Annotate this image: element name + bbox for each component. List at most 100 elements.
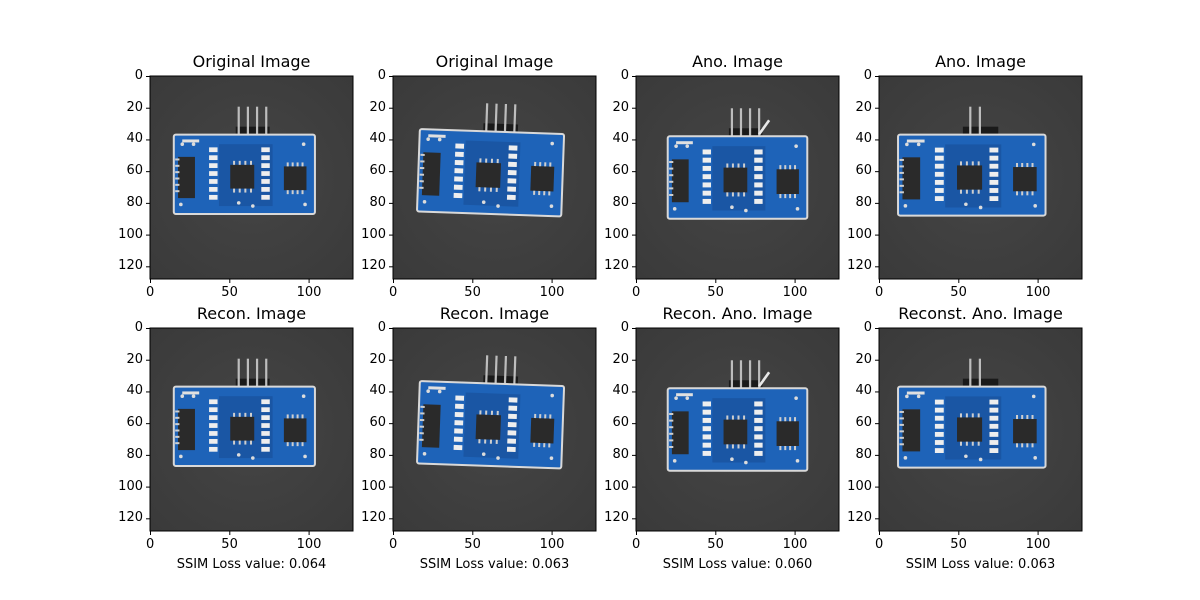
y-tick-label: 60 (612, 163, 629, 179)
y-tick-label: 120 (118, 510, 143, 526)
y-tick-label: 0 (620, 68, 629, 83)
x-tick-label: 0 (632, 285, 641, 300)
y-tick-label: 20 (126, 351, 143, 367)
x-tick-label: 100 (296, 537, 322, 552)
axes-frame (149, 327, 354, 532)
x-tick-label: 50 (464, 285, 481, 300)
image-panel (389, 327, 597, 535)
header-pins (235, 106, 270, 139)
panel-title: Reconst. Ano. Image (898, 304, 1063, 323)
y-tick-label: 20 (612, 99, 629, 115)
y-tick-label: 100 (118, 478, 143, 494)
axes-frame (878, 75, 1083, 280)
pcb-board (172, 106, 316, 215)
image-panel (875, 75, 1083, 283)
y-tick-label: 120 (118, 258, 143, 274)
axes-frame (392, 75, 597, 280)
ssim-loss-caption: SSIM Loss value: 0.064 (176, 557, 327, 572)
y-tick-label: 40 (612, 383, 629, 399)
x-tick-label: 100 (782, 285, 808, 300)
y-tick-label: 100 (847, 478, 872, 494)
pcb-board (172, 358, 316, 467)
x-tick-label: 50 (950, 537, 967, 552)
y-tick-label: 80 (855, 446, 872, 462)
x-tick-label: 50 (221, 537, 238, 552)
x-tick-label: 0 (875, 537, 884, 552)
y-tick-label: 120 (604, 258, 629, 274)
image-panel (389, 75, 597, 283)
y-tick-label: 0 (863, 320, 872, 335)
x-tick-label: 0 (875, 285, 884, 300)
x-tick-label: 50 (707, 285, 724, 300)
x-tick-label: 0 (146, 285, 155, 300)
panel-title: Ano. Image (692, 52, 783, 71)
y-tick-label: 120 (847, 258, 872, 274)
y-tick-label: 40 (855, 131, 872, 147)
panel-title: Ano. Image (935, 52, 1026, 71)
image-panel (632, 75, 840, 283)
y-tick-label: 60 (855, 163, 872, 179)
axes-frame (149, 75, 354, 280)
y-tick-label: 40 (855, 383, 872, 399)
y-tick-label: 40 (369, 383, 386, 399)
y-tick-label: 0 (620, 320, 629, 335)
y-tick-label: 0 (863, 68, 872, 83)
bent-pin (758, 371, 771, 388)
ssim-loss-caption: SSIM Loss value: 0.063 (419, 557, 570, 572)
pcb-board (666, 360, 809, 472)
image-panel (146, 327, 354, 535)
y-tick-label: 40 (126, 131, 143, 147)
y-tick-label: 60 (855, 415, 872, 431)
y-tick-label: 80 (612, 194, 629, 210)
image-panel (875, 327, 1083, 535)
ssim-loss-caption: SSIM Loss value: 0.060 (662, 557, 813, 572)
y-tick-label: 100 (604, 478, 629, 494)
y-tick-label: 20 (855, 351, 872, 367)
y-tick-label: 0 (134, 68, 143, 83)
y-tick-label: 80 (126, 446, 143, 462)
pcb-board (897, 106, 1047, 217)
y-tick-label: 40 (369, 131, 386, 147)
image-panel (146, 75, 354, 283)
x-tick-label: 50 (707, 537, 724, 552)
ssim-loss-caption: SSIM Loss value: 0.063 (905, 557, 1056, 572)
sensor-board-image (389, 75, 597, 283)
sensor-board-image (632, 327, 840, 535)
panel-title: Original Image (192, 52, 311, 71)
sensor-board-image (146, 75, 354, 283)
sensor-board-image (389, 327, 597, 535)
axes-frame (635, 327, 840, 532)
y-tick-label: 60 (369, 415, 386, 431)
x-tick-label: 0 (146, 537, 155, 552)
x-tick-label: 100 (782, 537, 808, 552)
panel-title: Recon. Image (196, 304, 307, 323)
y-tick-label: 100 (604, 226, 629, 242)
y-tick-label: 80 (612, 446, 629, 462)
y-tick-label: 0 (377, 68, 386, 83)
y-tick-label: 120 (361, 510, 386, 526)
axes-frame (392, 327, 597, 532)
y-tick-label: 120 (847, 510, 872, 526)
y-tick-label: 60 (126, 415, 143, 431)
y-tick-label: 60 (126, 163, 143, 179)
y-tick-label: 100 (118, 226, 143, 242)
x-tick-label: 50 (950, 285, 967, 300)
y-tick-label: 80 (369, 446, 386, 462)
sensor-board-image (875, 75, 1083, 283)
sensor-board-image (875, 327, 1083, 535)
pcb-board (416, 355, 566, 470)
header-pins (962, 358, 999, 391)
axes-frame (635, 75, 840, 280)
y-tick-label: 120 (361, 258, 386, 274)
header-pins (728, 108, 771, 141)
y-tick-label: 20 (369, 351, 386, 367)
y-tick-label: 0 (377, 320, 386, 335)
panel-title: Recon. Ano. Image (662, 304, 813, 323)
bent-pin (758, 119, 771, 136)
y-tick-label: 80 (369, 194, 386, 210)
axes-frame (878, 327, 1083, 532)
panel-title: Original Image (435, 52, 554, 71)
y-tick-label: 60 (369, 163, 386, 179)
image-panel (632, 327, 840, 535)
y-tick-label: 60 (612, 415, 629, 431)
